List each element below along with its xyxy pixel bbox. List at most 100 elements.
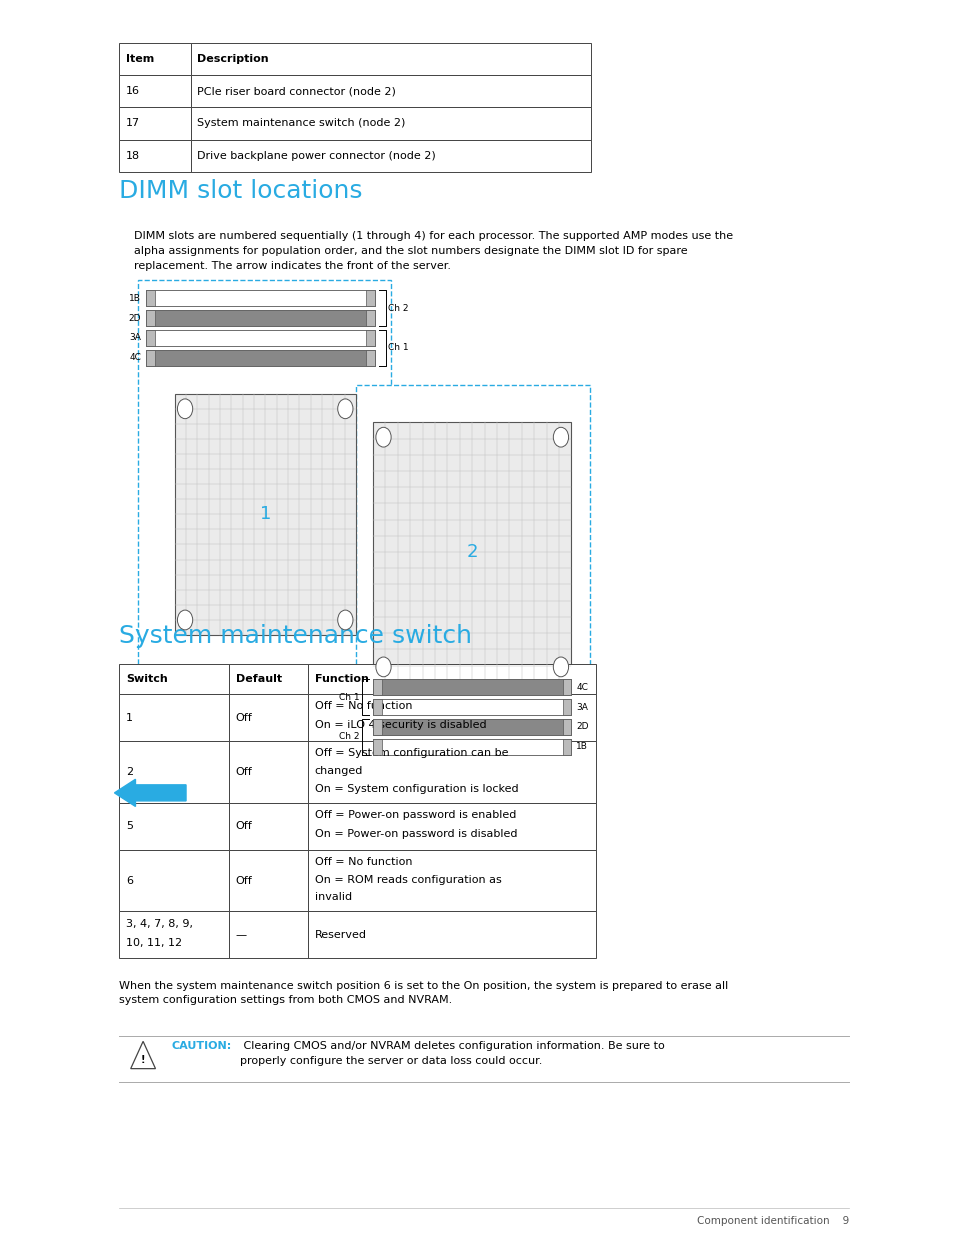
Bar [373, 679, 381, 695]
Text: Item: Item [126, 54, 154, 64]
Bar [119, 140, 191, 172]
Bar [119, 911, 229, 958]
Bar [119, 664, 229, 694]
Text: DIMM slot locations: DIMM slot locations [119, 179, 362, 203]
Bar [191, 43, 591, 75]
Bar [373, 719, 381, 735]
Bar [355, 385, 589, 762]
Text: changed: changed [314, 766, 363, 776]
Text: Clearing CMOS and/or NVRAM deletes configuration information. Be sure to
properl: Clearing CMOS and/or NVRAM deletes confi… [240, 1041, 664, 1066]
Text: DIMM slots are numbered sequentially (1 through 4) for each processor. The suppo: DIMM slots are numbered sequentially (1 … [133, 231, 732, 270]
Bar [308, 803, 596, 850]
Text: 2D: 2D [576, 722, 588, 731]
Bar [373, 699, 571, 715]
Bar [146, 290, 154, 306]
Bar [562, 739, 571, 755]
Text: 1B: 1B [576, 742, 587, 751]
Bar [229, 911, 308, 958]
Text: On = System configuration is locked: On = System configuration is locked [314, 784, 517, 794]
Text: Ch 1: Ch 1 [338, 693, 359, 701]
Bar [146, 350, 375, 366]
FancyArrow shape [114, 779, 186, 806]
Bar [366, 330, 375, 346]
Text: Ch 2: Ch 2 [339, 732, 359, 741]
Text: —: — [235, 930, 247, 940]
Text: 16: 16 [126, 86, 140, 96]
Bar [229, 694, 308, 741]
Bar [308, 741, 596, 803]
Text: 6: 6 [126, 876, 132, 885]
Text: When the system maintenance switch position 6 is set to the On position, the sys: When the system maintenance switch posit… [119, 981, 728, 1005]
Bar [119, 75, 191, 107]
Bar [308, 911, 596, 958]
Circle shape [177, 610, 193, 630]
Bar [119, 741, 229, 803]
Bar [191, 107, 591, 140]
Text: Ch 2: Ch 2 [388, 304, 408, 312]
Circle shape [337, 610, 353, 630]
Bar [119, 43, 191, 75]
Bar [308, 694, 596, 741]
Circle shape [177, 399, 193, 419]
Text: On = ROM reads configuration as: On = ROM reads configuration as [314, 874, 501, 884]
Bar [146, 350, 154, 366]
Text: Description: Description [197, 54, 269, 64]
Text: On = Power-on password is disabled: On = Power-on password is disabled [314, 829, 517, 839]
Text: 17: 17 [126, 119, 140, 128]
Bar [119, 107, 191, 140]
Bar [366, 290, 375, 306]
Text: Ch 1: Ch 1 [388, 343, 409, 352]
Bar [191, 75, 591, 107]
Polygon shape [131, 1041, 155, 1068]
Bar [146, 330, 154, 346]
Text: 5: 5 [126, 821, 132, 831]
Text: 2: 2 [466, 543, 477, 561]
Text: 2D: 2D [129, 314, 141, 322]
Text: Switch: Switch [126, 674, 168, 684]
Bar [562, 719, 571, 735]
Text: Reserved: Reserved [314, 930, 367, 940]
Bar [373, 739, 571, 755]
Text: 1B: 1B [130, 294, 141, 303]
Text: Off = No function: Off = No function [314, 701, 412, 711]
Bar [373, 679, 571, 695]
Text: 4C: 4C [576, 683, 587, 692]
Text: Off = Power-on password is enabled: Off = Power-on password is enabled [314, 810, 516, 820]
Bar [373, 422, 571, 682]
Bar [373, 739, 381, 755]
Bar [308, 850, 596, 911]
Bar [229, 850, 308, 911]
Text: CAUTION:: CAUTION: [172, 1041, 232, 1051]
Bar [146, 290, 375, 306]
Bar [229, 803, 308, 850]
Circle shape [337, 399, 353, 419]
Bar [138, 280, 391, 676]
Bar [229, 664, 308, 694]
Circle shape [375, 657, 391, 677]
Text: 3, 4, 7, 8, 9,: 3, 4, 7, 8, 9, [126, 919, 193, 929]
Circle shape [375, 427, 391, 447]
Text: Off = System configuration can be: Off = System configuration can be [314, 748, 508, 758]
Bar [308, 664, 596, 694]
Text: 1: 1 [126, 713, 132, 722]
Bar [366, 310, 375, 326]
Bar [119, 694, 229, 741]
Text: 3A: 3A [576, 703, 587, 711]
Text: 2: 2 [126, 767, 132, 777]
Bar [119, 803, 229, 850]
Bar [191, 140, 591, 172]
Bar [366, 350, 375, 366]
Text: 1: 1 [259, 505, 271, 524]
Text: invalid: invalid [314, 893, 352, 903]
Text: Function: Function [314, 674, 368, 684]
Bar [373, 699, 381, 715]
Text: 18: 18 [126, 151, 140, 161]
Bar [229, 741, 308, 803]
Text: On = iLO 4 security is disabled: On = iLO 4 security is disabled [314, 720, 486, 730]
Text: Component identification    9: Component identification 9 [696, 1216, 848, 1226]
Text: Off: Off [235, 767, 253, 777]
Bar [174, 394, 355, 635]
Text: System maintenance switch (node 2): System maintenance switch (node 2) [197, 119, 405, 128]
Bar [146, 310, 375, 326]
Circle shape [553, 657, 568, 677]
